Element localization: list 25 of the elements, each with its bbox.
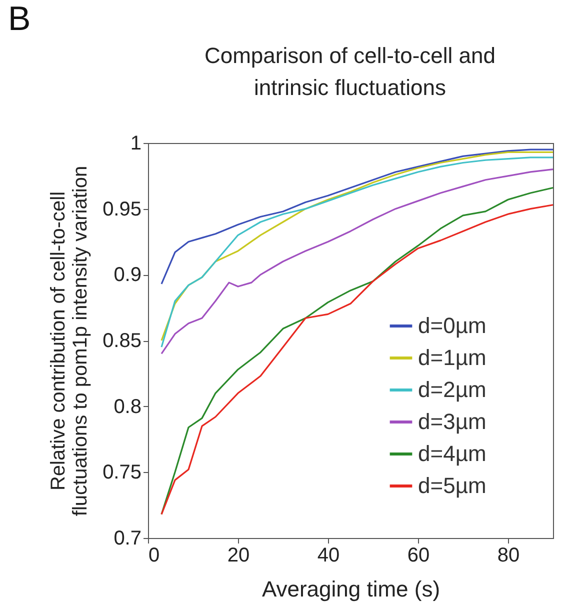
y-tick-label: 0.75 (102, 462, 142, 484)
legend-label: d=5µm (418, 473, 486, 498)
x-tick-label: 40 (317, 544, 340, 566)
y-tick-label: 0.85 (102, 330, 142, 352)
y-tick-label: 0.95 (102, 198, 142, 220)
y-tick-label: 1 (130, 132, 142, 154)
text: Comparison of cell-to-cell and (204, 43, 496, 68)
x-tick-label: 60 (407, 544, 430, 566)
text: B (8, 0, 31, 38)
x-tick-label: 0 (148, 544, 160, 566)
text: fluctuations to pom1p intensity variation (70, 166, 92, 516)
text: intrinsic fluctuations (254, 75, 446, 100)
x-tick-label: 80 (497, 544, 520, 566)
legend-label: d=3µm (418, 409, 486, 434)
legend-label: d=1µm (418, 345, 486, 370)
line-series (160, 148, 554, 285)
legend-label: d=4µm (418, 441, 486, 466)
y-tick-label: 0.7 (114, 528, 142, 550)
y-tick-label: 0.8 (114, 396, 142, 418)
legend-label: d=0µm (418, 313, 486, 338)
y-tick-label: 0.9 (114, 264, 142, 286)
x-tick-label: 20 (227, 544, 250, 566)
x-axis-title: Averaging time (s) (262, 576, 440, 602)
legend-label: d=2µm (418, 377, 486, 402)
text: Relative contribution of cell-to-cell (48, 191, 70, 491)
